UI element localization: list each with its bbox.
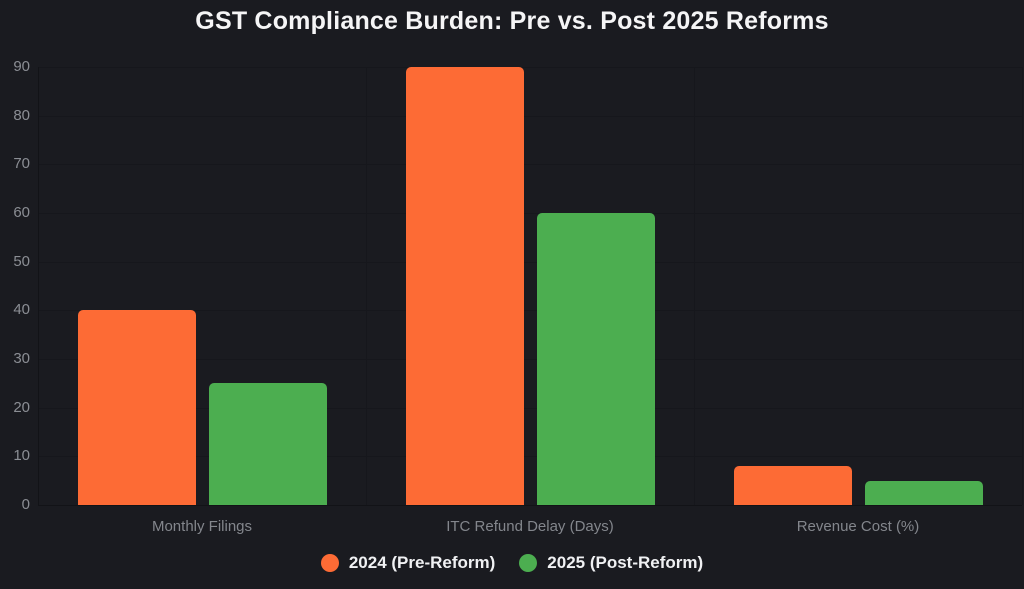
gridline-y-20	[38, 408, 1022, 409]
x-axis-category-labels: Monthly Filings ITC Refund Delay (Days) Re…	[38, 518, 1022, 535]
x-axis-line	[38, 505, 1022, 506]
y-tick-label-30: 30	[13, 350, 30, 367]
gridline-y-60	[38, 213, 1022, 214]
legend: 2024 (Pre-Reform) 2025 (Post-Reform)	[0, 553, 1024, 573]
gridline-y-80	[38, 116, 1022, 117]
y-tick-label-20: 20	[13, 398, 30, 416]
legend-item-post-reform[interactable]: 2025 (Post-Reform)	[519, 553, 703, 573]
legend-label: 2024 (Pre-Reform)	[348, 553, 496, 572]
gridline-x-3	[1022, 67, 1023, 505]
y-tick-label-40: 40	[13, 301, 30, 319]
category-label-0: Monthly Filings	[151, 518, 253, 535]
pre-reform-legend-dot-icon	[320, 554, 339, 572]
y-tick-label-60: 60	[13, 204, 30, 221]
category-label-1: ITC Refund Delay (Days)	[446, 518, 614, 535]
bar-pre-2	[734, 466, 852, 505]
y-axis-line	[38, 67, 39, 505]
y-tick-label-50: 50	[13, 252, 30, 270]
bar-post-1	[537, 213, 655, 505]
bar-pre-0	[78, 310, 196, 505]
gridline-y-70	[38, 164, 1022, 165]
y-tick-label-10: 10	[13, 447, 30, 465]
gridline-y-90	[38, 67, 1022, 68]
y-tick-label-80: 80	[13, 106, 30, 124]
category-label-2: Revenue Cost (%)	[796, 518, 920, 535]
bar-post-2	[865, 481, 983, 505]
legend-label: 2025 (Post-Reform)	[547, 553, 704, 572]
y-tick-label-90: 90	[13, 58, 30, 75]
gridline-x-2	[694, 67, 695, 505]
y-tick-label-0: 0	[21, 496, 30, 513]
gridline-x-1	[366, 67, 367, 505]
bar-pre-1	[406, 67, 524, 505]
bar-post-0	[209, 383, 327, 505]
y-tick-label-70: 70	[13, 155, 30, 173]
gridline-y-10	[38, 456, 1022, 457]
gridline-y-40	[38, 310, 1022, 311]
gridline-y-50	[38, 262, 1022, 263]
y-axis: 0 10 20 30 40 50 60 70 80 90	[0, 0, 32, 589]
chart-title: GST Compliance Burden: Pre vs. Post 2025…	[195, 7, 829, 35]
gridline-y-30	[38, 359, 1022, 360]
legend-item-pre-reform[interactable]: 2024 (Pre-Reform)	[320, 553, 496, 573]
plot-area	[38, 67, 1023, 506]
post-reform-legend-dot-icon	[519, 554, 538, 572]
